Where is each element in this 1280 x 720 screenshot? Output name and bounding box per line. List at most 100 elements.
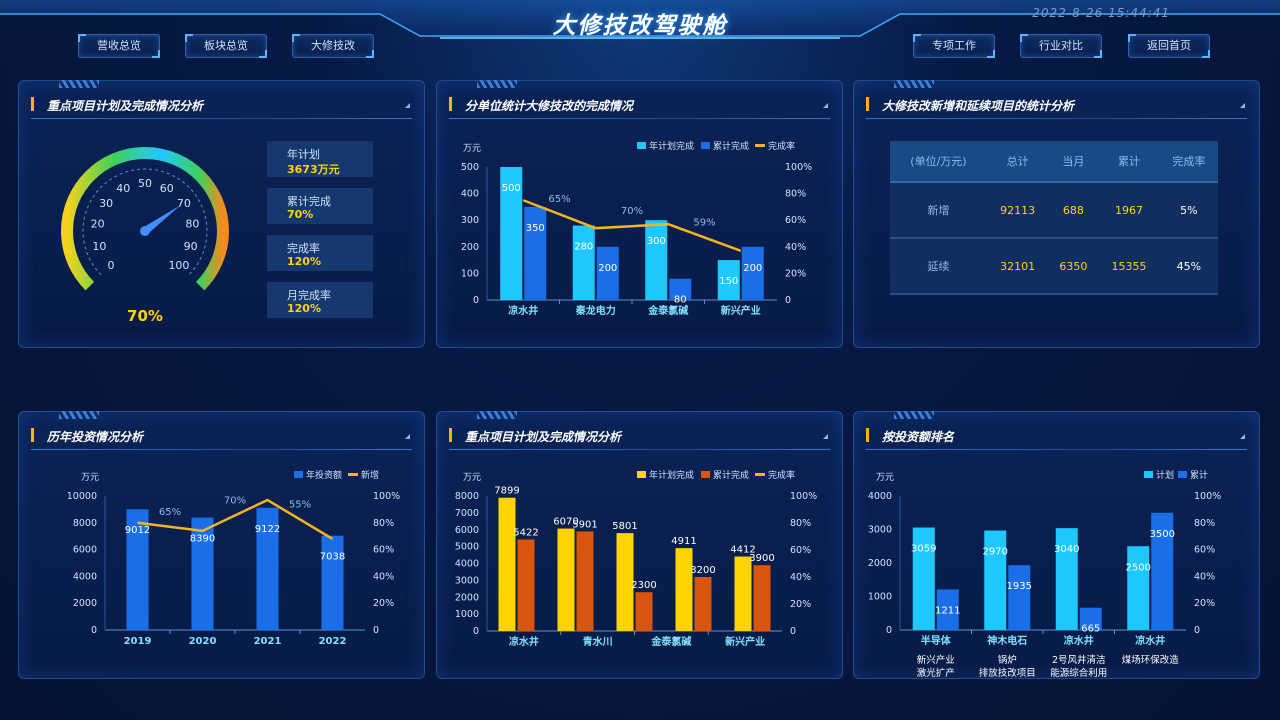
y-tick-label: 4000 [73, 571, 97, 582]
y-tick-label: 8000 [455, 491, 479, 502]
y2-tick-label: 0 [785, 295, 791, 306]
panel-corner-icon [1240, 434, 1245, 439]
legend-swatch [348, 473, 358, 476]
nav-home[interactable]: 返回首页 [1128, 34, 1210, 58]
y-tick-label: 400 [461, 189, 479, 200]
table-header: 累计 [1098, 141, 1160, 183]
y-axis-unit: 万元 [463, 473, 481, 483]
nav-overhaul[interactable]: 大修技改 [292, 34, 374, 58]
bar-data-label: 80 [674, 295, 687, 306]
y-tick-label: 0 [473, 626, 479, 637]
panel-corner-icon [823, 103, 828, 108]
bar-data-label: 350 [526, 223, 545, 234]
category-sub-label: 煤场环保改造 [1122, 654, 1180, 666]
x-tick-label: 凉水井 [1064, 634, 1094, 647]
gauge-chart: 010 20 3040 50 6070 80 90 100 70% [61, 147, 229, 325]
nav-revenue-overview[interactable]: 营收总览 [78, 34, 160, 58]
y-tick-label: 5000 [455, 542, 479, 553]
bar-data-label: 3059 [911, 544, 936, 555]
bar [1127, 546, 1150, 630]
y2-tick-label: 80% [1194, 518, 1215, 529]
category-sub-label: 能源综合利用 [1050, 667, 1107, 678]
bar [126, 509, 149, 630]
x-tick-label: 2021 [254, 636, 282, 647]
table-header: 完成率 [1159, 141, 1218, 183]
gauge-needle-hub [140, 226, 150, 236]
nav-segment-overview[interactable]: 板块总览 [185, 34, 267, 58]
bar [498, 497, 516, 631]
unit-bar-chart: 万元 0 100 200 300 400 500 0 20% 40% 60% 80% 100% 凉水井 秦龙… [461, 140, 812, 317]
bar-data-label: 5801 [612, 521, 637, 532]
gauge-tick-label: 0 [108, 259, 115, 272]
bar [557, 528, 575, 631]
legend-label: 年投资额 [306, 469, 342, 481]
y-axis-unit: 万元 [463, 144, 481, 154]
bar-data-label: 3500 [1150, 529, 1175, 540]
bar-data-label: 4412 [730, 545, 755, 556]
legend-label: 累计 [1190, 469, 1208, 481]
panel-title-marker [866, 428, 869, 442]
panel-investment-ranking: 按投资额排名 万元 0 1000 2000 3000 4000 0 20% 40% 60% 80% 1… [853, 411, 1260, 679]
x-tick-label: 金泰氯碱 [647, 304, 688, 317]
y2-tick-label: 100% [790, 491, 817, 502]
x-tick-label: 新兴产业 [725, 635, 765, 648]
gauge-tick-label: 70 [177, 197, 191, 210]
bar-data-label: 4911 [671, 536, 696, 547]
line-data-label: 65% [548, 194, 570, 205]
kpi-completion-rate: 完成率 120% [267, 235, 373, 271]
kpi-value: 3673万元 [287, 163, 340, 176]
y-tick-label: 3000 [868, 525, 892, 536]
bar-data-label: 5422 [513, 528, 538, 539]
bar-data-label: 1211 [935, 605, 960, 616]
y2-tick-label: 20% [785, 268, 806, 279]
table-header: 总计 [986, 141, 1049, 183]
nav-special-work[interactable]: 专项工作 [913, 34, 995, 58]
bar [912, 527, 935, 630]
panel-tab-decoration [477, 80, 517, 88]
line-data-label: 70% [621, 206, 643, 217]
panel-new-continued-projects: 大修技改新增和延续项目的统计分析 (单位/万元) 总计 当月 累计 完成率 新增… [853, 80, 1260, 348]
bar [596, 246, 619, 300]
table-cell: 45% [1159, 238, 1218, 295]
x-tick-label: 2022 [319, 636, 347, 647]
gauge-value-label: 70% [127, 307, 163, 325]
panel-divider [449, 449, 830, 450]
y2-tick-label: 60% [790, 545, 811, 556]
y-axis-unit: 万元 [81, 473, 99, 483]
bar-data-label: 200 [598, 263, 617, 274]
panel-tab-decoration [477, 411, 517, 419]
table-cell: 32101 [986, 238, 1049, 295]
bar [753, 565, 771, 631]
panel-title-marker [449, 428, 452, 442]
panel-title: 分单位统计大修技改的完成情况 [465, 99, 634, 113]
table-row: 新增 92113 688 1967 5% [890, 182, 1218, 239]
y2-tick-label: 20% [373, 598, 394, 609]
bar [645, 220, 668, 300]
bar [576, 531, 594, 631]
panel-divider [31, 449, 412, 450]
nav-industry-compare[interactable]: 行业对比 [1020, 34, 1102, 58]
bar-data-label: 500 [502, 183, 521, 194]
x-tick-label: 半导体 [921, 634, 952, 647]
y2-tick-label: 100% [785, 162, 812, 173]
bar-data-label: 2300 [631, 580, 656, 591]
gauge-tick-label: 60 [160, 182, 174, 195]
table-cell: 688 [1048, 182, 1099, 239]
gauge-tick-label: 30 [99, 197, 113, 210]
panel-tab-decoration [894, 411, 934, 419]
panel-title-marker [31, 97, 34, 111]
header-frame [0, 0, 1280, 39]
y2-tick-label: 40% [785, 242, 806, 253]
x-tick-label: 神木电石 [987, 634, 1027, 647]
table-cell: 92113 [986, 182, 1049, 239]
y-tick-label: 100 [461, 268, 479, 279]
kpi-label: 年计划 [287, 148, 320, 161]
line-data-label: 55% [289, 499, 311, 510]
y-tick-label: 1000 [868, 592, 892, 603]
panel-divider [449, 118, 830, 119]
x-tick-label: 青水川 [583, 635, 613, 648]
line-data-label: 65% [159, 507, 181, 518]
gauge-tick-label: 10 [92, 240, 106, 253]
gauge-tick-label: 40 [116, 182, 130, 195]
gauge-tick-label: 100 [168, 259, 189, 272]
